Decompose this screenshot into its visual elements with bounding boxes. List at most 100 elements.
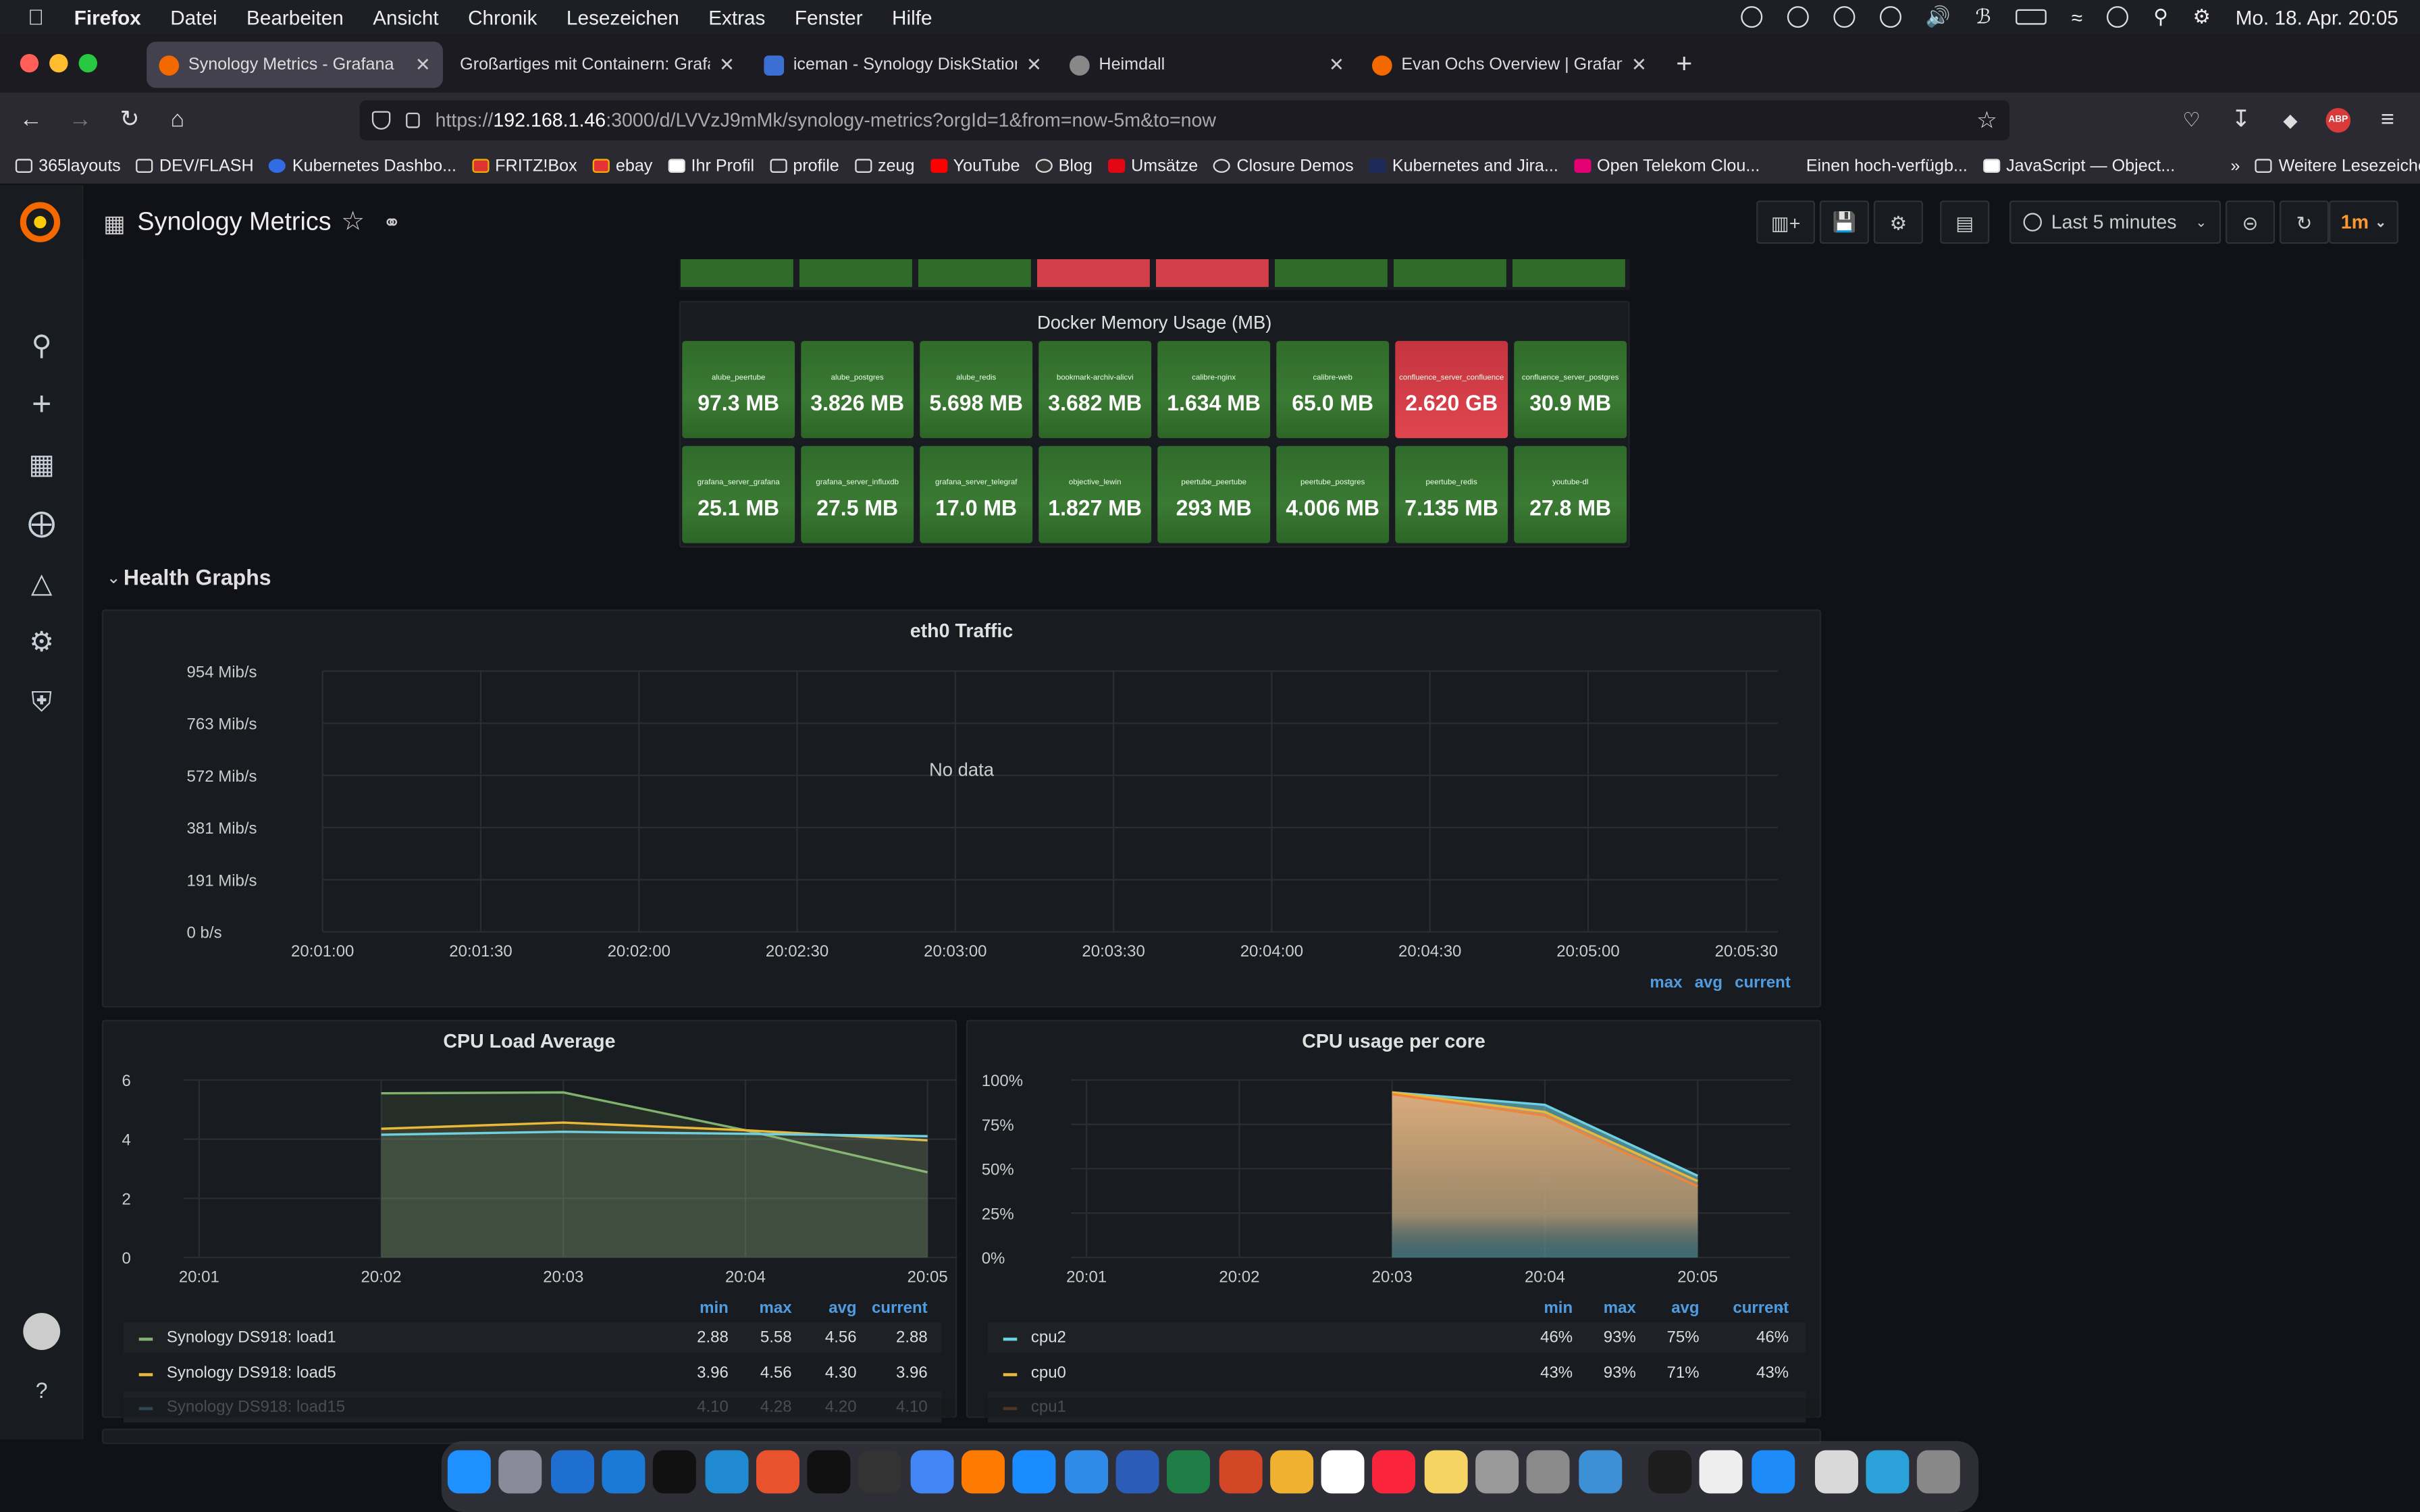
parallels-icon[interactable] xyxy=(602,1450,646,1494)
menu-ansicht[interactable]: Ansicht xyxy=(373,5,439,29)
tab-synology-metrics[interactable]: Synology Metrics - Grafana ✕ xyxy=(147,41,443,88)
docker-memory-tile[interactable]: confluence_server_postgres 30.9 MB xyxy=(1514,341,1627,439)
refresh-interval-picker[interactable]: 1m ⌄ xyxy=(2329,200,2398,244)
pocket-icon[interactable]: ♡ xyxy=(2182,107,2201,132)
library-icon[interactable] xyxy=(858,1450,902,1494)
series-line-cpu1[interactable] xyxy=(1392,1093,1698,1188)
tab-grafana-containers[interactable]: Großartiges mit Containern: Grafana ✕ xyxy=(448,42,747,88)
menu-extras[interactable]: Extras xyxy=(708,5,766,29)
docker-memory-tile[interactable]: youtube-dl 27.8 MB xyxy=(1514,446,1627,543)
launchpad-icon[interactable] xyxy=(498,1450,542,1494)
close-icon[interactable]: ✕ xyxy=(718,53,735,76)
docker-memory-tile[interactable]: grafana_server_telegraf 17.0 MB xyxy=(920,446,1033,543)
docker-memory-tile[interactable]: grafana_server_grafana 25.1 MB xyxy=(682,446,795,543)
legend-header-current[interactable]: current xyxy=(1733,1299,1789,1318)
pycharm-icon[interactable] xyxy=(653,1450,697,1494)
close-icon[interactable]: ✕ xyxy=(415,53,431,76)
save-dashboard-button[interactable]: 💾 xyxy=(1819,200,1869,244)
bookmark-ebay[interactable]: ebay xyxy=(592,157,652,175)
spotlight-search-icon[interactable]: ⚲ xyxy=(2153,4,2168,28)
powerpoint-icon[interactable] xyxy=(1218,1450,1262,1494)
docker-memory-tile[interactable]: grafana_server_influxdb 27.5 MB xyxy=(801,446,914,543)
chrome-icon[interactable] xyxy=(910,1450,953,1494)
panel-title[interactable]: eth0 Traffic xyxy=(910,620,1014,642)
terminal-icon[interactable] xyxy=(807,1450,851,1494)
trash-icon[interactable] xyxy=(1917,1450,1961,1494)
vscode-icon[interactable] xyxy=(550,1450,594,1494)
bookmark-folder-365layouts[interactable]: 365layouts xyxy=(15,157,121,175)
legend-series-name[interactable]: cpu0 xyxy=(1030,1363,1066,1382)
bookmark-folder-dev-flash[interactable]: DEV/FLASH xyxy=(136,157,254,175)
bookmark-blog[interactable]: Blog xyxy=(1035,157,1093,175)
docker-memory-tile[interactable]: peertube_redis 7.135 MB xyxy=(1395,446,1508,543)
legend-header-max[interactable]: max xyxy=(1650,973,1683,992)
cycle-view-mode-button[interactable]: ▤ xyxy=(1940,200,1990,244)
row-collapse-chevron-icon[interactable]: ⌄ xyxy=(106,569,121,588)
menu-chronik[interactable]: Chronik xyxy=(468,5,537,29)
favorite-star-icon[interactable]: ☆ xyxy=(341,207,365,236)
legend-series-swatch[interactable] xyxy=(1003,1337,1018,1341)
legend-header-min[interactable]: min xyxy=(700,1299,729,1318)
docker-memory-tile[interactable]: alube_redis 5.698 MB xyxy=(920,341,1033,439)
forward-arrow-icon[interactable]: → xyxy=(68,106,92,133)
explore-compass-icon[interactable]: ⨁ xyxy=(28,507,56,539)
extension-icon[interactable]: ◆ xyxy=(2283,109,2298,132)
zoom-out-button[interactable]: ⊝ xyxy=(2225,200,2276,244)
excel-icon[interactable] xyxy=(1167,1450,1211,1494)
screenshot-icon[interactable] xyxy=(1527,1450,1571,1494)
legend-series-name[interactable]: cpu2 xyxy=(1030,1328,1066,1347)
apple-icon[interactable]:  xyxy=(28,5,53,30)
calendar-icon[interactable] xyxy=(1321,1450,1365,1494)
screen-icon[interactable] xyxy=(1866,1450,1910,1494)
user-switch-icon[interactable] xyxy=(2107,6,2129,28)
finder-icon[interactable] xyxy=(447,1450,491,1494)
time-range-picker[interactable]: Last 5 minutes ⌄ xyxy=(2009,200,2221,244)
tracking-shield-icon[interactable] xyxy=(371,111,391,130)
help-icon[interactable]: ? xyxy=(35,1378,48,1403)
create-plus-icon[interactable]: + xyxy=(31,384,52,423)
docker-icon[interactable] xyxy=(1751,1450,1795,1494)
series-line-Synology DS918: load15[interactable] xyxy=(381,1130,928,1137)
vpn-shield-icon[interactable] xyxy=(1879,6,1901,28)
bookmark-folder-weitere[interactable]: Weitere Lesezeichen xyxy=(2255,157,2420,175)
panel-title[interactable]: CPU Load Average xyxy=(443,1030,616,1052)
docker-memory-tile[interactable]: calibre-web 65.0 MB xyxy=(1276,341,1390,439)
legend-header-min[interactable]: min xyxy=(1544,1299,1573,1318)
legend-series-swatch[interactable] xyxy=(1003,1372,1018,1376)
server-admin-shield-icon[interactable]: ⛨ xyxy=(31,686,53,718)
bookmark-fritzbox[interactable]: FRITZ!Box xyxy=(471,157,577,175)
eth0-traffic-panel[interactable]: eth0 Traffic xyxy=(101,609,1822,1008)
close-icon[interactable]: ✕ xyxy=(1328,53,1344,76)
sort-chevron-icon[interactable]: ⌄ xyxy=(1774,1299,1787,1315)
menu-firefox[interactable]: Firefox xyxy=(74,5,141,29)
bookmark-folder-zeug[interactable]: zeug xyxy=(854,157,914,175)
share-icon[interactable]: ⚭ xyxy=(382,209,401,235)
docker-memory-tile[interactable]: calibre-nginx 1.634 MB xyxy=(1157,341,1271,439)
docker-memory-tile[interactable]: confluence_server_confluence 2.620 GB xyxy=(1395,341,1508,439)
system-preferences-icon[interactable] xyxy=(1475,1450,1519,1494)
close-icon[interactable]: ✕ xyxy=(1026,53,1042,76)
bookmark-hoch-verfuegbar[interactable]: Einen hoch-verfügb... xyxy=(1806,157,1968,175)
menu-lesezeichen[interactable]: Lesezeichen xyxy=(566,5,679,29)
eth0-traffic-graph[interactable]: 954 Mib/s 763 Mib/s 572 Mib/s 381 Mib/s 191 … xyxy=(102,648,1821,1003)
user-avatar[interactable] xyxy=(23,1313,61,1350)
tab-evan-ochs-overview[interactable]: Evan Ochs Overview | Grafana L ✕ xyxy=(1360,42,1659,88)
legend-header-max[interactable]: max xyxy=(759,1299,792,1318)
url-bar[interactable]: https://192.168.1.46:3000/d/LVVzJ9mMk/sy… xyxy=(359,100,2009,140)
close-icon[interactable]: ✕ xyxy=(1631,53,1647,76)
bookmark-ihr-profil[interactable]: Ihr Profil xyxy=(668,157,754,175)
weather-icon[interactable] xyxy=(1787,6,1809,28)
git-icon[interactable] xyxy=(756,1450,799,1494)
docker-memory-tile[interactable]: objective_lewin 1.827 MB xyxy=(1038,446,1152,543)
photos-icon[interactable] xyxy=(1269,1450,1313,1494)
legend-header-avg[interactable]: avg xyxy=(1694,973,1723,992)
bookmark-closure-demos[interactable]: Closure Demos xyxy=(1213,157,1354,175)
menu-bearbeiten[interactable]: Bearbeiten xyxy=(246,5,344,29)
window-zoom-button[interactable] xyxy=(78,53,97,73)
legend-header-avg[interactable]: avg xyxy=(828,1299,857,1318)
home-icon[interactable]: ⌂ xyxy=(170,106,185,133)
legend-header-avg[interactable]: avg xyxy=(1671,1299,1700,1318)
cpu-load-average-chart[interactable]: 6 4 2 0 20:01 20:02 20:03 20:04 20:05 xyxy=(102,1064,957,1296)
window-close-button[interactable] xyxy=(20,53,39,73)
legend-header-current[interactable]: current xyxy=(1735,973,1791,992)
